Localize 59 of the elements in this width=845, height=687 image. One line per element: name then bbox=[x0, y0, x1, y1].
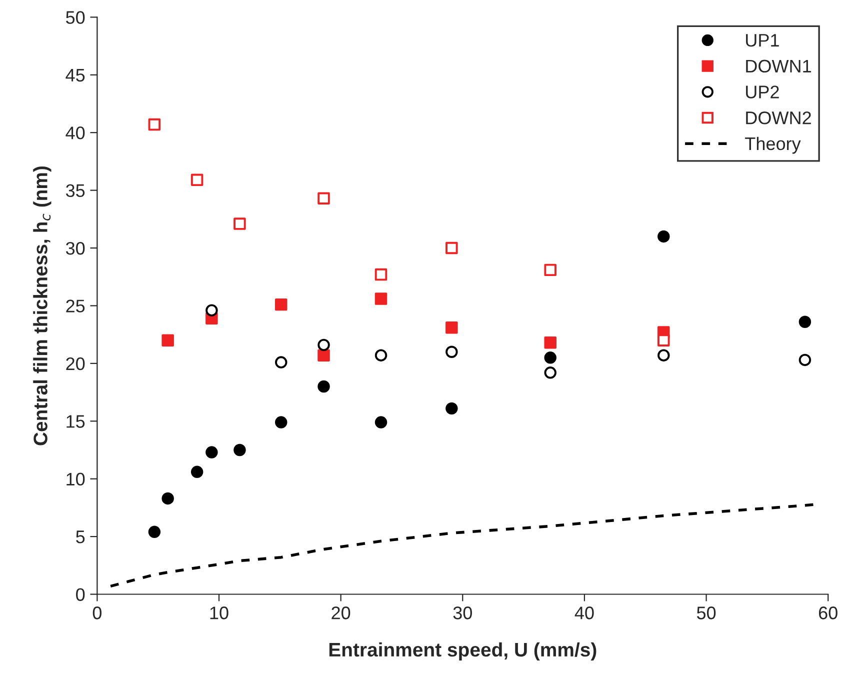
point bbox=[318, 192, 330, 205]
y-tick-label: 20 bbox=[66, 357, 85, 370]
x-tick-label: 40 bbox=[574, 606, 594, 620]
point bbox=[275, 416, 288, 428]
point bbox=[190, 466, 204, 478]
point bbox=[544, 264, 556, 276]
legend-label: Theory bbox=[745, 136, 801, 154]
point bbox=[798, 354, 812, 366]
legend-label: UP2 bbox=[746, 86, 779, 98]
point bbox=[148, 526, 161, 538]
point bbox=[234, 444, 246, 456]
point bbox=[162, 492, 174, 505]
point bbox=[206, 446, 218, 458]
point bbox=[206, 304, 218, 316]
legend-label: DOWN1 bbox=[746, 60, 811, 73]
point bbox=[162, 334, 174, 346]
x-axis-title: Entrainment speed, U (mm/s) bbox=[329, 642, 596, 660]
point bbox=[446, 322, 458, 334]
point bbox=[544, 366, 556, 379]
point bbox=[658, 349, 670, 362]
point bbox=[275, 356, 288, 368]
point bbox=[446, 242, 458, 254]
x-tick-label: 10 bbox=[210, 606, 228, 620]
point bbox=[374, 416, 388, 428]
legend-label: DOWN2 bbox=[746, 111, 811, 124]
y-tick-label: 50 bbox=[66, 11, 85, 24]
point bbox=[544, 336, 556, 349]
point bbox=[658, 230, 670, 243]
point bbox=[234, 218, 246, 230]
point bbox=[275, 298, 288, 311]
point bbox=[190, 174, 204, 186]
y-tick-label: 5 bbox=[76, 530, 85, 544]
point bbox=[148, 118, 161, 131]
point bbox=[446, 402, 458, 415]
x-tick-label: 60 bbox=[818, 606, 838, 620]
y-axis-title: Central film thickness, h$_{c}$ (nm) bbox=[33, 166, 52, 446]
x-tick-label: 0 bbox=[92, 606, 102, 620]
point bbox=[658, 334, 670, 346]
point bbox=[446, 346, 458, 358]
point bbox=[374, 349, 388, 362]
y-tick-label: 45 bbox=[66, 69, 85, 82]
point bbox=[374, 268, 388, 281]
point bbox=[318, 380, 330, 393]
x-tick-label: 20 bbox=[332, 606, 350, 620]
point bbox=[374, 292, 388, 305]
y-tick-label: 30 bbox=[66, 242, 85, 255]
x-tick-label: 50 bbox=[696, 606, 716, 620]
y-tick-label: 0 bbox=[76, 588, 85, 601]
point bbox=[318, 338, 330, 352]
point bbox=[318, 349, 330, 362]
x-tick-label: 30 bbox=[453, 606, 472, 620]
y-tick-label: 10 bbox=[66, 472, 85, 486]
y-tick-label: 35 bbox=[66, 184, 85, 198]
y-tick-label: 40 bbox=[66, 126, 85, 140]
y-tick-label: 25 bbox=[66, 300, 85, 312]
y-tick-label: 15 bbox=[66, 415, 85, 428]
point bbox=[544, 352, 556, 364]
point bbox=[798, 316, 812, 328]
legend-label: UP1 bbox=[746, 34, 779, 47]
